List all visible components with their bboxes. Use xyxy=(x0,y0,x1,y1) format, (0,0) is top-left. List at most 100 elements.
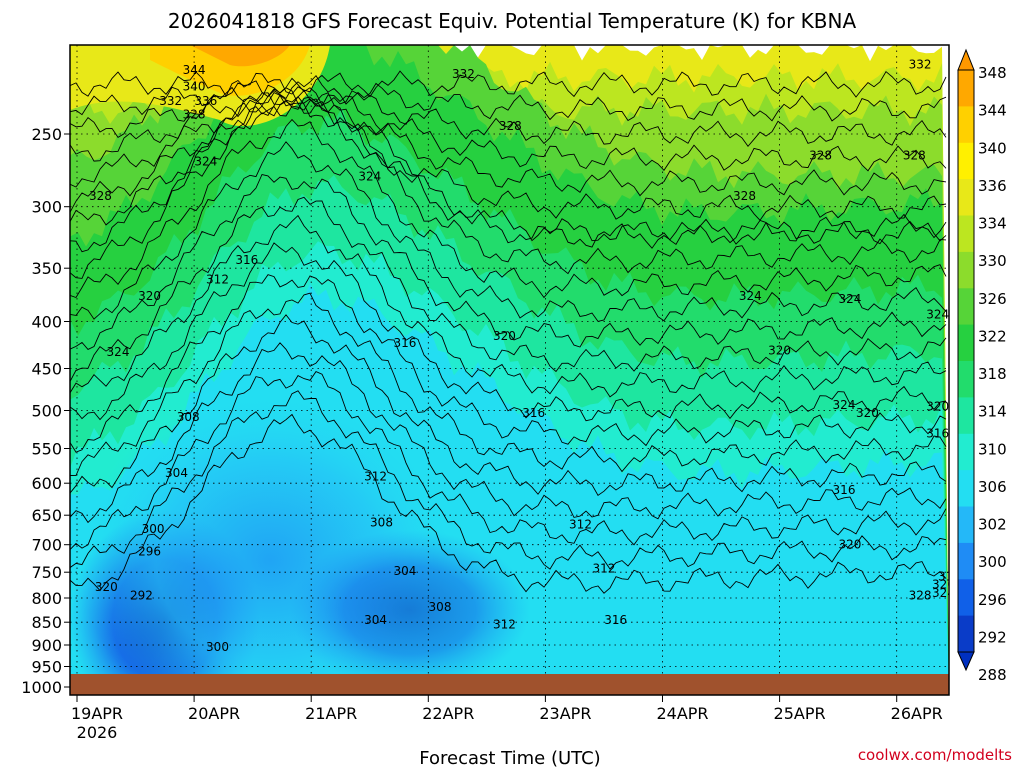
y-tick-label: 550 xyxy=(31,440,62,459)
contour-label: 316 xyxy=(926,427,949,441)
colorbar-segment xyxy=(958,506,974,544)
contour-label: 320 xyxy=(768,343,791,357)
contour-line xyxy=(70,196,947,382)
colorbar-label: 336 xyxy=(978,177,1007,195)
colorbar-label: 296 xyxy=(978,591,1007,609)
colorbar-label: 314 xyxy=(978,403,1007,421)
colorbar-label: 334 xyxy=(978,215,1007,233)
colorbar-label: 340 xyxy=(978,139,1007,157)
contour-label: 324 xyxy=(932,586,955,600)
contour-line xyxy=(70,118,947,299)
contour-line xyxy=(70,92,947,197)
contour-line xyxy=(70,70,947,98)
contour-label: 324 xyxy=(838,292,861,306)
colorbar-segment xyxy=(958,179,974,216)
contour-line xyxy=(70,413,947,594)
contour-line xyxy=(70,173,947,350)
contour-line xyxy=(70,89,947,222)
contour-label: 300 xyxy=(206,640,229,654)
colorbar-bottom-arrow xyxy=(957,651,975,672)
contour-line xyxy=(70,314,947,497)
contour-line xyxy=(70,242,947,422)
contour-label: 304 xyxy=(393,564,416,578)
ground-mask xyxy=(70,674,949,695)
y-tick-label: 650 xyxy=(31,506,62,525)
contour-label: 312 xyxy=(592,562,615,576)
y-tick-label: 700 xyxy=(31,536,62,555)
colorbar: 348 344 340 336 334 330 326 322 318 314 310 306 302 3… xyxy=(957,48,1007,684)
x-tick-label: 25APR xyxy=(774,704,826,723)
contour-line xyxy=(70,371,947,550)
contour-label: 328 xyxy=(733,189,756,203)
x-tick-label: 21APR xyxy=(305,704,357,723)
theta-e-band xyxy=(190,45,290,67)
contour-label: 324 xyxy=(194,155,217,169)
contour-label: 336 xyxy=(194,94,217,108)
contour-label: 316 xyxy=(522,406,545,420)
contour-label: 320 xyxy=(932,577,955,591)
colorbar-top-arrow xyxy=(957,48,975,71)
contour-line xyxy=(70,292,947,477)
contour-label: 320 xyxy=(138,289,161,303)
chart-title: 2026041818 GFS Forecast Equiv. Potential… xyxy=(168,9,857,33)
contour-label: 308 xyxy=(429,600,452,614)
contour-label: 320 xyxy=(856,406,879,420)
contour-line xyxy=(70,390,947,570)
colorbar-label: 318 xyxy=(978,365,1007,383)
contour-label: 300 xyxy=(142,522,165,536)
colorbar-label: 300 xyxy=(978,553,1007,571)
contour-line xyxy=(70,94,947,246)
colorbar-segment xyxy=(958,615,974,653)
colorbar-segment xyxy=(958,215,974,253)
contour-label: 328 xyxy=(499,119,522,133)
contour-label: 312 xyxy=(206,273,229,287)
x-tick-label: 23APR xyxy=(539,704,591,723)
colorbar-label: 348 xyxy=(978,64,1007,82)
y-tick-label: 800 xyxy=(31,589,62,608)
colorbar-segment xyxy=(958,361,974,398)
contour-label: 308 xyxy=(370,516,393,530)
low-theta-secondary xyxy=(290,530,530,690)
contour-label: 324 xyxy=(739,289,762,303)
y-tick-label: 750 xyxy=(31,563,62,582)
colorbar-label: 310 xyxy=(978,440,1007,458)
x-year-label: 2026 xyxy=(77,723,118,742)
contour-label: 304 xyxy=(364,613,387,627)
colorbar-segment xyxy=(958,70,974,107)
y-tick-label: 850 xyxy=(31,613,62,632)
x-tick-label: 26APR xyxy=(891,704,943,723)
contour-label: 296 xyxy=(138,545,161,559)
y-tick-label: 600 xyxy=(31,474,62,493)
contour-line xyxy=(70,98,947,279)
contour-line xyxy=(70,214,947,398)
contour-label: 324 xyxy=(107,345,130,359)
y-tick-label: 450 xyxy=(31,360,62,379)
y-tick-label: 950 xyxy=(31,658,62,677)
contour-label: 312 xyxy=(364,470,387,484)
contour-label: 324 xyxy=(358,169,381,183)
colorbar-segment xyxy=(958,542,974,580)
contour-label: 332 xyxy=(159,94,182,108)
contour-label: 320 xyxy=(95,580,118,594)
y-tick-label: 900 xyxy=(31,636,62,655)
colorbar-label: 292 xyxy=(978,628,1007,646)
colorbar-label: 326 xyxy=(978,290,1007,308)
contour-label: 316 xyxy=(393,336,416,350)
contour-label: 320 xyxy=(493,329,516,343)
x-tick-label: 20APR xyxy=(188,704,240,723)
x-tick-label: 19APR xyxy=(71,704,123,723)
y-tick-label: 350 xyxy=(31,259,62,278)
contour-label: 316 xyxy=(235,253,258,267)
contour-label: 308 xyxy=(177,410,200,424)
contour-label: 320 xyxy=(838,538,861,552)
colorbar-label: 344 xyxy=(978,102,1007,120)
contour-line xyxy=(70,274,947,453)
contour-label: 328 xyxy=(909,589,932,603)
contour-label: 316 xyxy=(938,570,961,584)
colorbar-label: 288 xyxy=(978,666,1007,684)
contour-line xyxy=(70,84,947,172)
x-axis-label: Forecast Time (UTC) xyxy=(419,748,600,768)
contour-label: 312 xyxy=(569,517,592,531)
plot-frame xyxy=(69,44,950,696)
